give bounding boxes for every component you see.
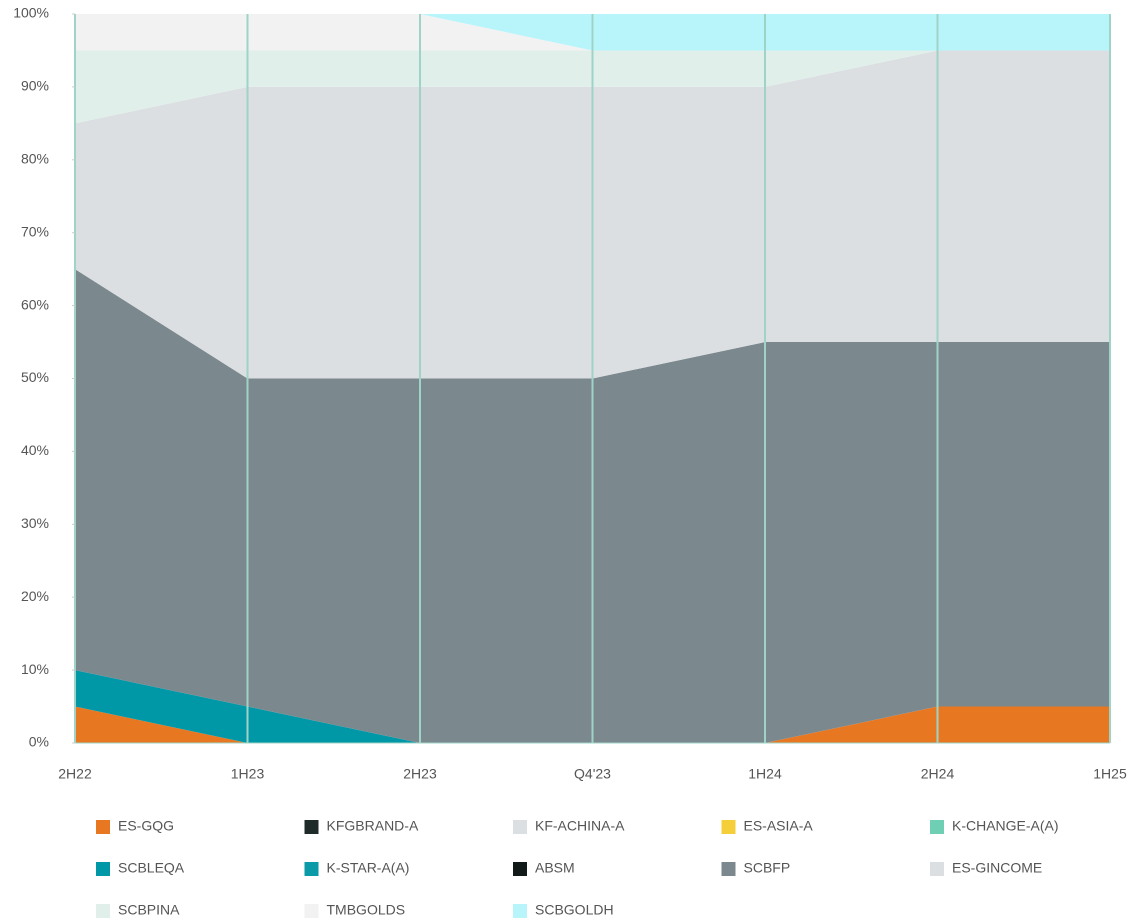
x-tick-label: 1H24 <box>748 766 782 782</box>
y-tick-label: 50% <box>21 369 49 385</box>
y-tick-label: 80% <box>21 151 49 167</box>
y-tick-label: 10% <box>21 661 49 677</box>
legend-swatch <box>513 904 527 918</box>
legend-label: SCBGOLDH <box>535 902 614 918</box>
x-tick-label: Q4'23 <box>574 766 611 782</box>
legend-label: SCBLEQA <box>118 860 185 876</box>
legend-label: KFGBRAND-A <box>327 818 419 834</box>
y-tick-label: 0% <box>29 734 49 750</box>
legend-swatch <box>930 820 944 834</box>
y-tick-label: 100% <box>13 5 49 21</box>
legend-swatch <box>513 820 527 834</box>
area <box>75 706 1110 743</box>
legend-label: K-STAR-A(A) <box>327 860 410 876</box>
legend-label: K-CHANGE-A(A) <box>952 818 1059 834</box>
y-tick-label: 40% <box>21 442 49 458</box>
y-tick-label: 20% <box>21 588 49 604</box>
area <box>75 670 1110 743</box>
legend-swatch <box>304 820 319 834</box>
area <box>75 50 1110 124</box>
x-tick-label: 2H23 <box>403 766 437 782</box>
y-tick-label: 90% <box>21 78 49 94</box>
x-tick-label: 1H25 <box>1093 766 1127 782</box>
area <box>75 14 1110 51</box>
legend-swatch <box>96 862 110 876</box>
legend-label: SCBPINA <box>118 902 180 918</box>
legend-swatch <box>721 862 736 876</box>
x-tick-label: 1H23 <box>231 766 265 782</box>
legend-swatch <box>304 862 319 876</box>
legend-swatch <box>96 904 110 918</box>
legend-label: ABSM <box>535 860 575 876</box>
legend-swatch <box>721 820 736 834</box>
legend-label: KF-ACHINA-A <box>535 818 625 834</box>
legend-swatch <box>304 904 319 918</box>
legend-label: ES-GINCOME <box>952 860 1042 876</box>
legend-label: TMBGOLDS <box>327 902 406 918</box>
x-tick-label: 2H22 <box>58 766 92 782</box>
y-tick-label: 60% <box>21 296 49 312</box>
x-tick-label: 2H24 <box>921 766 955 782</box>
legend-label: SCBFP <box>744 860 791 876</box>
legend-swatch <box>513 862 527 876</box>
legend-swatch <box>96 820 110 834</box>
y-tick-label: 70% <box>21 223 49 239</box>
legend-label: ES-GQG <box>118 818 174 834</box>
legend-label: ES-ASIA-A <box>744 818 814 834</box>
legend-swatch <box>930 862 944 876</box>
y-tick-label: 30% <box>21 515 49 531</box>
